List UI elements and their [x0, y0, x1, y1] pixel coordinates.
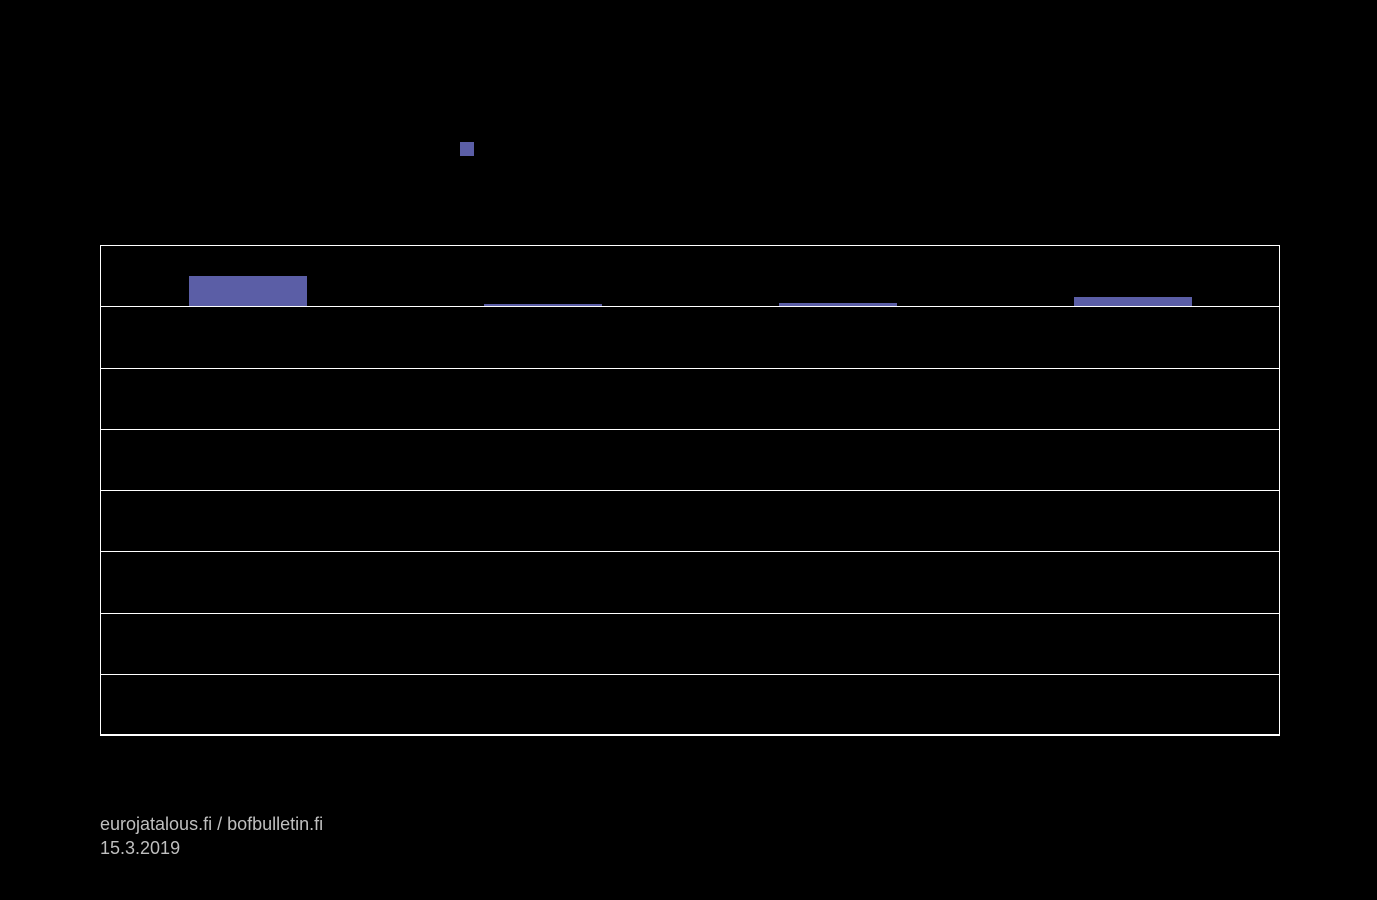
bar [779, 303, 897, 306]
legend: Series 1 [460, 140, 541, 158]
legend-color-box [460, 142, 474, 156]
plot-area [100, 245, 1280, 735]
bar [484, 304, 602, 306]
bar [1074, 297, 1192, 306]
gridline [100, 490, 1280, 491]
footer-source: eurojatalous.fi / bofbulletin.fi [100, 813, 323, 836]
footer: eurojatalous.fi / bofbulletin.fi 15.3.20… [100, 813, 323, 860]
gridline [100, 429, 1280, 430]
gridline [100, 245, 1280, 246]
footer-date: 15.3.2019 [100, 837, 323, 860]
gridline [100, 551, 1280, 552]
bar [189, 276, 307, 307]
legend-label: Series 1 [482, 140, 541, 158]
gridline [100, 674, 1280, 675]
gridline [100, 613, 1280, 614]
gridline [100, 735, 1280, 736]
gridline [100, 368, 1280, 369]
chart-container: Series 1 eurojatalous.fi / bofbulletin.f… [0, 0, 1377, 900]
gridline [100, 306, 1280, 307]
